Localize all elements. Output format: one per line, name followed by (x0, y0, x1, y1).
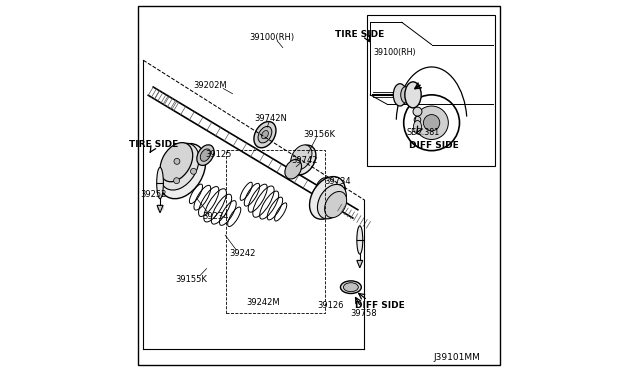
Ellipse shape (291, 145, 316, 175)
Text: 39100(RH): 39100(RH) (249, 33, 294, 42)
Text: 39758: 39758 (350, 309, 376, 318)
Text: DIFF SIDE: DIFF SIDE (355, 301, 404, 310)
Text: 39126: 39126 (317, 301, 344, 310)
Ellipse shape (160, 142, 193, 182)
Polygon shape (157, 205, 163, 213)
Text: TIRE SIDE: TIRE SIDE (335, 30, 385, 39)
Ellipse shape (157, 167, 163, 199)
Text: 39202M: 39202M (193, 81, 227, 90)
Ellipse shape (197, 145, 214, 166)
Text: DIFF SIDE: DIFF SIDE (408, 141, 458, 150)
Text: 39242M: 39242M (246, 298, 280, 307)
Ellipse shape (413, 121, 422, 134)
Text: 39234: 39234 (203, 212, 229, 221)
Polygon shape (357, 260, 363, 268)
Ellipse shape (200, 149, 211, 161)
Text: 39734: 39734 (324, 177, 351, 186)
Ellipse shape (357, 226, 363, 254)
Ellipse shape (254, 122, 276, 148)
Text: 39242: 39242 (229, 249, 256, 258)
Ellipse shape (344, 283, 358, 292)
Text: 39156K: 39156K (303, 130, 335, 139)
Circle shape (173, 178, 180, 184)
Ellipse shape (316, 178, 330, 194)
Ellipse shape (324, 192, 347, 218)
Text: TIRE SIDE: TIRE SIDE (129, 140, 178, 149)
Ellipse shape (394, 84, 406, 106)
Ellipse shape (258, 126, 272, 143)
Circle shape (415, 106, 449, 140)
Ellipse shape (285, 160, 301, 179)
Text: 39252: 39252 (141, 190, 167, 199)
Ellipse shape (405, 82, 421, 108)
Text: SEC.381: SEC.381 (407, 128, 440, 137)
Circle shape (174, 158, 180, 164)
Circle shape (424, 115, 440, 131)
Bar (367, 15, 495, 166)
Ellipse shape (317, 185, 346, 219)
Circle shape (191, 169, 196, 174)
Bar (227, 150, 325, 313)
Ellipse shape (262, 131, 268, 139)
Text: 39742: 39742 (291, 156, 317, 165)
Ellipse shape (340, 281, 362, 294)
Text: 39155K: 39155K (176, 275, 207, 283)
Text: 39742N: 39742N (255, 114, 287, 123)
Text: 39100(RH): 39100(RH) (373, 48, 416, 57)
Circle shape (413, 107, 422, 116)
Ellipse shape (291, 145, 312, 170)
Ellipse shape (160, 143, 199, 190)
Ellipse shape (159, 144, 205, 199)
Ellipse shape (310, 177, 346, 219)
Text: 39125: 39125 (205, 150, 232, 158)
Text: J39101MM: J39101MM (433, 353, 480, 362)
Ellipse shape (401, 87, 410, 103)
